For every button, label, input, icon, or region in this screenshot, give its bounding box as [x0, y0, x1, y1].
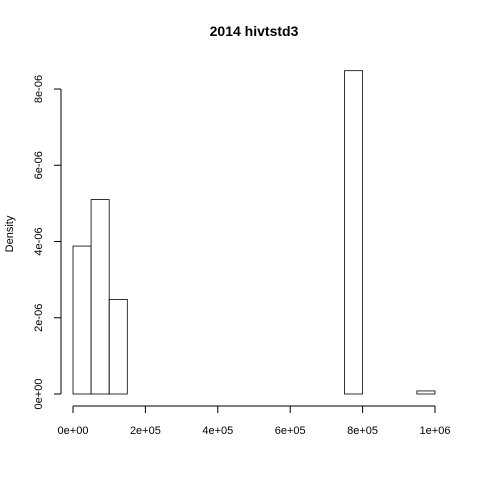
y-tick-label: 4e-06: [33, 227, 45, 255]
histogram-bars: [72, 70, 436, 395]
x-axis: 0e+00 2e+05 4e+05 6e+05 8e+05 1e+06: [58, 405, 451, 437]
histogram-bar: [344, 70, 364, 395]
histogram-bar: [416, 390, 436, 395]
y-axis-label: Density: [4, 215, 16, 252]
x-tick-label: 8e+05: [347, 425, 378, 437]
x-tick-label: 1e+06: [420, 425, 451, 437]
x-tick-label: 4e+05: [202, 425, 233, 437]
histogram-bar: [90, 199, 110, 395]
x-tick-label: 6e+05: [275, 425, 306, 437]
y-axis: 0e+00 2e-06 4e-06 6e-06 8e-06: [33, 75, 62, 410]
y-tick-label: 6e-06: [33, 151, 45, 179]
y-tick-label: 8e-06: [33, 75, 45, 103]
y-tick-label: 2e-06: [33, 304, 45, 332]
chart-title: 2014 hivtstd3: [210, 23, 299, 39]
x-tick-label: 0e+00: [58, 425, 89, 437]
x-tick-label: 2e+05: [130, 425, 161, 437]
histogram-bar: [108, 299, 128, 395]
histogram-bar: [72, 245, 92, 395]
y-tick-label: 0e+00: [33, 379, 45, 410]
